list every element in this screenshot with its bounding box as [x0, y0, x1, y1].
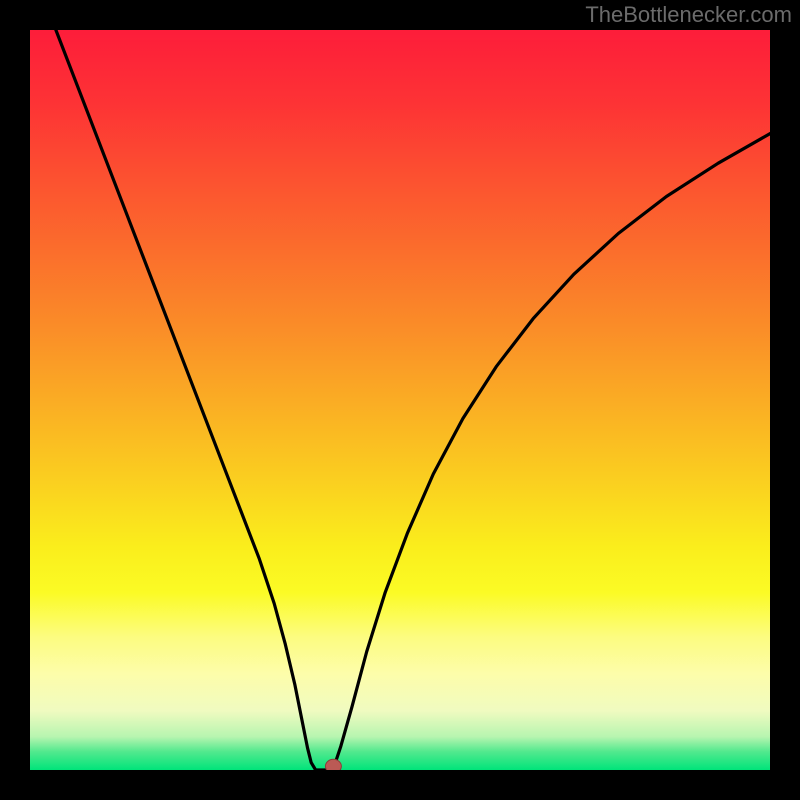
curve-layer	[30, 30, 770, 770]
chart-container: TheBottlenecker.com	[0, 0, 800, 800]
plot-area	[30, 30, 770, 770]
bottleneck-curve	[56, 30, 770, 770]
min-marker-dot	[325, 759, 341, 770]
watermark-text: TheBottlenecker.com	[585, 2, 792, 28]
